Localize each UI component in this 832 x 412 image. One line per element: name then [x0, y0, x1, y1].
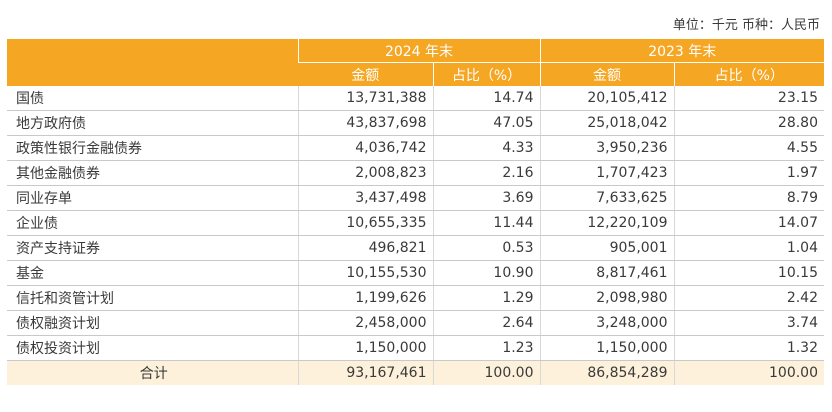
- cell-amount-2024: 496,821: [297, 235, 433, 261]
- table-row: 债权投资计划 1,150,000 1.23 1,150,000 1.32: [7, 335, 824, 361]
- cell-ratio-2023: 28.80: [673, 110, 824, 136]
- table-row: 企业债 10,655,335 11.44 12,220,109 14.07: [7, 210, 824, 236]
- cell-amount-2024: 3,437,498: [297, 185, 433, 211]
- cell-amount-2024: 1,150,000: [297, 335, 433, 361]
- cell-item-name: 资产支持证券: [7, 235, 298, 261]
- cell-item-name: 地方政府债: [7, 110, 298, 136]
- cell-ratio-2023: 23.15: [673, 86, 824, 111]
- cell-ratio-2023: 1.04: [673, 235, 824, 261]
- cell-ratio-2023: 8.79: [673, 185, 824, 211]
- cell-ratio-2024: 47.05: [432, 110, 540, 136]
- bond-investment-table: 2024 年末 2023 年末 金额 占比（%） 金额 占比（%） 国债 13,7…: [7, 39, 824, 385]
- header-row-metrics: 金额 占比（%） 金额 占比（%）: [7, 62, 824, 86]
- cell-amount-2023: 1,707,423: [539, 160, 674, 186]
- table-row: 基金 10,155,530 10.90 8,817,461 10.15: [7, 260, 824, 286]
- cell-amount-2023: 3,248,000: [539, 310, 674, 336]
- table-total-row: 合计 93,167,461 100.00 86,854,289 100.00: [7, 360, 824, 385]
- cell-amount-2024: 1,199,626: [297, 285, 433, 311]
- cell-amount-2024: 43,837,698: [297, 110, 433, 136]
- cell-amount-2023: 25,018,042: [539, 110, 674, 136]
- cell-amount-2024: 93,167,461: [297, 360, 433, 385]
- cell-amount-2023: 20,105,412: [539, 86, 674, 111]
- header-year-2023: 2023 年末: [539, 39, 824, 63]
- cell-item-name: 合计: [7, 360, 298, 385]
- table-row: 信托和资管计划 1,199,626 1.29 2,098,980 2.42: [7, 285, 824, 311]
- header-year-2024: 2024 年末: [297, 39, 540, 63]
- cell-ratio-2024: 10.90: [432, 260, 540, 286]
- cell-item-name: 同业存单: [7, 185, 298, 211]
- cell-ratio-2023: 1.32: [673, 335, 824, 361]
- cell-amount-2024: 2,008,823: [297, 160, 433, 186]
- cell-item-name: 其他金融债券: [7, 160, 298, 186]
- cell-amount-2024: 10,155,530: [297, 260, 433, 286]
- cell-ratio-2023: 3.74: [673, 310, 824, 336]
- table-row: 其他金融债券 2,008,823 2.16 1,707,423 1.97: [7, 160, 824, 186]
- table-row: 同业存单 3,437,498 3.69 7,633,625 8.79: [7, 185, 824, 211]
- cell-ratio-2023: 100.00: [673, 360, 824, 385]
- cell-ratio-2023: 10.15: [673, 260, 824, 286]
- cell-ratio-2023: 14.07: [673, 210, 824, 236]
- cell-amount-2024: 10,655,335: [297, 210, 433, 236]
- cell-amount-2023: 905,001: [539, 235, 674, 261]
- cell-amount-2023: 8,817,461: [539, 260, 674, 286]
- cell-ratio-2024: 1.23: [432, 335, 540, 361]
- table-row: 政策性银行金融债券 4,036,742 4.33 3,950,236 4.55: [7, 135, 824, 161]
- cell-item-name: 信托和资管计划: [7, 285, 298, 311]
- cell-ratio-2024: 3.69: [432, 185, 540, 211]
- cell-amount-2024: 13,731,388: [297, 86, 433, 111]
- cell-amount-2024: 4,036,742: [297, 135, 433, 161]
- cell-ratio-2023: 1.97: [673, 160, 824, 186]
- header-amount-2023: 金额: [539, 62, 674, 86]
- cell-ratio-2024: 1.29: [432, 285, 540, 311]
- cell-ratio-2024: 14.74: [432, 86, 540, 111]
- cell-amount-2023: 3,950,236: [539, 135, 674, 161]
- cell-item-name: 基金: [7, 260, 298, 286]
- header-amount-2024: 金额: [298, 62, 433, 86]
- cell-amount-2023: 7,633,625: [539, 185, 674, 211]
- cell-item-name: 政策性银行金融债券: [7, 135, 298, 161]
- cell-ratio-2023: 2.42: [673, 285, 824, 311]
- cell-item-name: 债权投资计划: [7, 335, 298, 361]
- cell-ratio-2024: 0.53: [432, 235, 540, 261]
- cell-ratio-2024: 4.33: [432, 135, 540, 161]
- cell-item-name: 国债: [7, 86, 298, 111]
- cell-ratio-2024: 11.44: [432, 210, 540, 236]
- table-row: 地方政府债 43,837,698 47.05 25,018,042 28.80: [7, 110, 824, 136]
- unit-note: 单位：千元 币种：人民币: [672, 18, 820, 33]
- cell-ratio-2024: 2.64: [432, 310, 540, 336]
- header-ratio-2023: 占比（%）: [673, 62, 824, 86]
- table-row: 债权融资计划 2,458,000 2.64 3,248,000 3.74: [7, 310, 824, 336]
- table-body: 国债 13,731,388 14.74 20,105,412 23.15 地方政府债 43,…: [7, 86, 824, 385]
- cell-ratio-2024: 100.00: [432, 360, 540, 385]
- header-ratio-2024: 占比（%）: [432, 62, 540, 86]
- cell-amount-2024: 2,458,000: [297, 310, 433, 336]
- cell-ratio-2023: 4.55: [673, 135, 824, 161]
- header-item-name: [7, 39, 298, 86]
- table-row: 资产支持证券 496,821 0.53 905,001 1.04: [7, 235, 824, 261]
- cell-item-name: 债权融资计划: [7, 310, 298, 336]
- cell-amount-2023: 86,854,289: [539, 360, 674, 385]
- cell-ratio-2024: 2.16: [432, 160, 540, 186]
- table-row: 国债 13,731,388 14.74 20,105,412 23.15: [7, 86, 824, 111]
- header-row-years: 2024 年末 2023 年末: [7, 39, 824, 86]
- cell-amount-2023: 12,220,109: [539, 210, 674, 236]
- cell-item-name: 企业债: [7, 210, 298, 236]
- cell-amount-2023: 2,098,980: [539, 285, 674, 311]
- cell-amount-2023: 1,150,000: [539, 335, 674, 361]
